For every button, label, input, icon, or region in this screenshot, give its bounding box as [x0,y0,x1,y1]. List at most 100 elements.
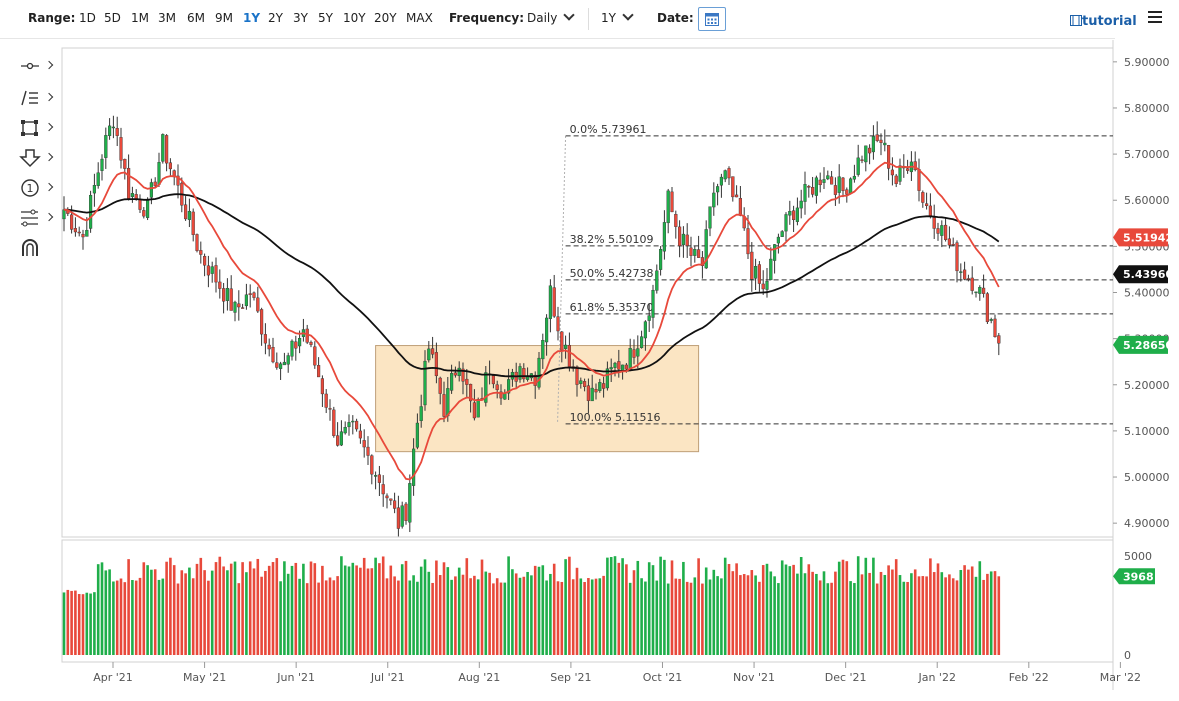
volume-bar [332,580,336,655]
volume-bar [777,583,780,655]
magnet-tool[interactable] [18,238,54,260]
candle-body [822,179,826,183]
volume-bar [328,577,332,655]
candle-body [126,167,131,200]
range-2y-button[interactable]: 2Y [268,11,283,25]
volume-bar [157,579,161,655]
volume-bar [351,562,355,655]
date-picker-button[interactable] [698,7,726,31]
volume-bar [142,562,146,655]
volume-bar [237,583,241,655]
volume-bar [248,561,252,655]
candle-body [377,474,381,483]
volume-bar [644,581,647,655]
volume-bar [537,566,541,655]
candle-body [856,157,860,175]
fib-level-label: 100.0% 5.11516 [570,411,661,424]
x-tick-label: Sep '21 [550,671,591,684]
candle-body [955,242,959,272]
range-1d-button[interactable]: 1D [79,11,96,25]
volume-bar [590,579,594,655]
candle-body [959,271,963,273]
crosshair-tool[interactable] [18,56,54,78]
range-max-button[interactable]: MAX [406,11,433,25]
range-5y-button[interactable]: 5Y [318,11,333,25]
candle-body [358,430,362,439]
volume-bar [210,570,214,655]
range-10y-button[interactable]: 10Y [343,11,366,25]
volume-bar [465,558,469,655]
range-3m-button[interactable]: 3M [158,11,176,25]
arrow-tool[interactable] [18,148,54,170]
candle-body [564,344,568,349]
period-select[interactable]: 1Y [601,9,634,25]
candle-body [659,249,663,270]
y-tick-label: 5.90000 [1124,56,1170,69]
candle-body [784,214,788,232]
frequency-select[interactable]: Daily [527,9,576,25]
volume-bar [746,575,750,655]
volume-bar [678,578,681,655]
candle-body [624,364,628,370]
range-1y-button[interactable]: 1Y [243,11,261,25]
slow-moving-average-line [63,193,1000,378]
candle-body [647,315,651,321]
range-6m-button[interactable]: 6M [187,11,205,25]
volume-bar [298,578,301,655]
candle-body [518,366,522,380]
x-tick-label: Aug '21 [458,671,500,684]
range-1m-button[interactable]: 1M [131,11,149,25]
candle-body [206,265,210,276]
candle-body [586,385,590,401]
hamburger-menu-icon[interactable] [1148,11,1162,23]
consolidation-box[interactable] [375,345,700,453]
candle-body [271,347,275,363]
label-tool[interactable]: 1 [18,178,54,200]
candle-body [123,158,127,169]
range-3y-button[interactable]: 3Y [293,11,308,25]
candle-body [107,125,112,136]
candle-body [275,362,279,368]
candle-body [689,247,693,256]
candle-body [947,238,951,246]
volume-bar [241,562,244,655]
candle-body [605,368,609,389]
volume-tick-label: 0 [1124,649,1131,662]
volume-bar [119,578,123,655]
candle-body [351,420,355,423]
fibonacci-tool[interactable] [18,208,54,230]
range-5d-button[interactable]: 5D [104,11,121,25]
volume-bar [378,563,381,655]
trendline-tool[interactable] [18,88,54,110]
candle-body [864,145,868,163]
volume-bar [461,574,465,655]
fib-level-label: 50.0% 5.42738 [570,267,654,280]
frequency-label: Frequency: [449,11,525,25]
volume-bar [803,573,807,655]
volume-bar [560,581,564,655]
volume-bar [309,561,313,655]
volume-bar [283,561,286,655]
volume-bar [872,557,875,655]
y-tick-label: 5.20000 [1124,379,1170,392]
rectangle-tool[interactable] [18,118,54,140]
candle-body [423,360,427,406]
candle-body [202,256,207,266]
candle-body [640,336,644,348]
volume-bar [659,556,662,655]
tutorial-link[interactable]: tutorial [1070,14,1137,29]
x-tick-label: Feb '22 [1009,671,1049,684]
x-tick-label: Jun '21 [276,671,315,684]
range-20y-button[interactable]: 20Y [374,11,397,25]
volume-bar [188,567,191,655]
crosshair-icon [21,62,39,70]
candle-body [336,435,340,446]
volume-bar [518,577,522,655]
volume-bar [499,582,503,655]
volume-bar [571,579,575,655]
volume-bar [651,565,655,655]
volume-bar [556,581,560,655]
range-9m-button[interactable]: 9M [215,11,233,25]
trendline-list-icon [21,90,38,106]
